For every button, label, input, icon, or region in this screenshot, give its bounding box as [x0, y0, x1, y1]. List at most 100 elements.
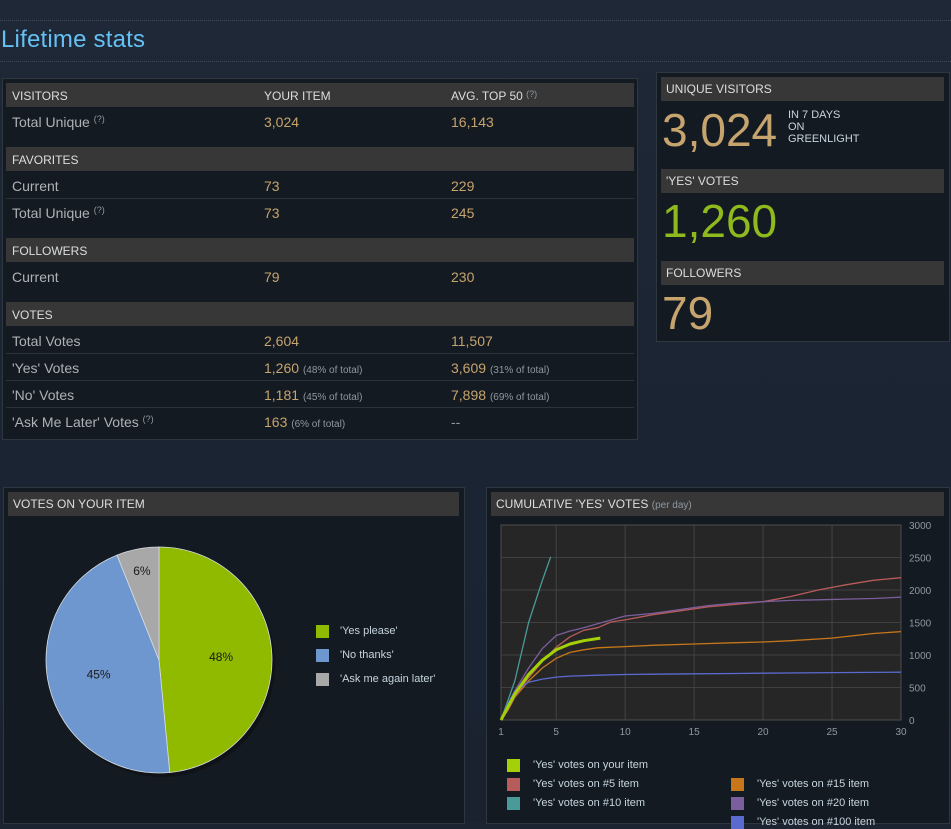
pie-panel-title: VOTES ON YOUR ITEM	[8, 492, 459, 516]
series-line-4	[500, 556, 552, 721]
x-tick-label: 20	[758, 727, 770, 738]
cumulative-yes-panel: CUMULATIVE 'YES' VOTES (per day) 0 500 100…	[486, 487, 950, 829]
series-line-2	[500, 577, 902, 721]
unique-visitors-period-line3: GREENLIGHT	[788, 133, 860, 145]
followers-summary-header: FOLLOWERS	[661, 261, 944, 285]
line-legend-swatch	[507, 778, 520, 791]
visitors-header: VISITORS YOUR ITEM AVG. TOP 50 (?)	[6, 83, 634, 107]
row-avg-value: 7,898	[451, 387, 487, 403]
row-item-value: 73	[264, 178, 280, 194]
stats-table-panel: VISITORS YOUR ITEM AVG. TOP 50 (?) Total…	[2, 78, 638, 440]
series-line-0	[499, 636, 601, 721]
top-divider	[0, 20, 951, 21]
row-avg-value: 230	[451, 269, 475, 285]
visitors-header-label: VISITORS	[12, 89, 68, 103]
followers-header: FOLLOWERS	[6, 238, 634, 262]
pie-slice-label-1: 45%	[87, 668, 111, 682]
pie-legend-swatch	[316, 649, 329, 662]
row-label: Total Unique	[12, 114, 90, 130]
row-avg-percent: (31% of total)	[489, 365, 550, 376]
yes-votes-header: 'YES' VOTES	[661, 169, 944, 193]
table-row: Current 73 229	[6, 172, 634, 199]
row-label: Total Unique	[12, 205, 90, 221]
y-tick-label: 500	[909, 684, 926, 695]
votes-header-label: VOTES	[12, 308, 53, 322]
series-line-1	[500, 630, 902, 721]
row-label: Current	[12, 178, 59, 194]
row-avg-value: 16,143	[451, 114, 494, 130]
row-avg-value: 11,507	[451, 333, 493, 349]
line-legend-swatch	[731, 816, 744, 829]
line-legend-label: 'Yes' votes on #100 item	[757, 816, 876, 828]
table-row: Current 79 230	[6, 263, 634, 289]
avg-top50-header: AVG. TOP 50 (?)	[451, 89, 538, 103]
x-tick-label: 10	[620, 727, 632, 738]
table-row: 'No' Votes 1,181 (45% of total) 7,898 (6…	[6, 381, 634, 408]
favorites-header-label: FAVORITES	[12, 153, 79, 167]
row-item-value: 163	[264, 414, 288, 430]
line-legend-label: 'Yes' votes on #10 item	[533, 797, 646, 809]
row-avg-value: 3,609	[451, 360, 487, 376]
followers-value: 79	[662, 287, 714, 339]
votes-header: VOTES	[6, 302, 634, 326]
x-tick-label: 30	[895, 727, 907, 738]
pie-legend-swatch	[316, 625, 329, 638]
line-panel-title-text: CUMULATIVE 'YES' VOTES	[496, 497, 649, 511]
line-legend-label: 'Yes' votes on #15 item	[757, 778, 870, 790]
help-icon[interactable]: (?)	[142, 414, 154, 424]
pie-legend-label: 'No thanks'	[340, 649, 394, 661]
y-tick-label: 2500	[909, 554, 932, 565]
row-label: Total Votes	[12, 333, 81, 349]
votes-pie-chart: 48% 45% 6%	[45, 546, 275, 777]
line-legend-swatch	[507, 797, 520, 810]
summary-panel: UNIQUE VISITORS 3,024 IN 7 DAYS ON GREEN…	[656, 72, 950, 342]
x-tick-label: 1	[498, 727, 504, 738]
table-row: Total Unique (?) 73 245	[6, 199, 634, 225]
unique-visitors-value: 3,024	[662, 104, 778, 156]
line-legend-label: 'Yes' votes on your item	[533, 759, 649, 771]
pie-slice-2	[116, 546, 160, 661]
favorites-header: FAVORITES	[6, 147, 634, 171]
table-row: Total Unique (?) 3,024 16,143	[6, 108, 634, 134]
pie-slice-label-0: 48%	[209, 650, 233, 664]
pie-legend-label: 'Ask me again later'	[340, 673, 436, 685]
yes-votes-value: 1,260	[662, 195, 778, 247]
row-item-value: 73	[264, 205, 280, 221]
x-tick-label: 25	[826, 727, 838, 738]
unique-visitors-header: UNIQUE VISITORS	[661, 77, 944, 101]
pie-slice-0	[158, 546, 273, 773]
row-item-percent: (6% of total)	[291, 419, 346, 430]
help-icon[interactable]: (?)	[526, 89, 538, 99]
row-item-value: 3,024	[264, 114, 300, 130]
pie-slice-1	[45, 554, 171, 774]
line-legend-label: 'Yes' votes on #5 item	[533, 778, 639, 790]
row-label: 'No' Votes	[12, 387, 75, 403]
pie-slice-label-2: 6%	[133, 564, 151, 578]
help-icon[interactable]: (?)	[93, 205, 105, 215]
votes-pie-panel: VOTES ON YOUR ITEM 48% 45% 6% 'Yes please'…	[3, 487, 465, 824]
row-avg-value: --	[451, 414, 461, 430]
y-tick-label: 2000	[909, 586, 932, 597]
page-title: Lifetime stats	[1, 26, 146, 53]
x-tick-label: 15	[689, 727, 701, 738]
row-label: Current	[12, 269, 59, 285]
row-avg-value: 229	[451, 178, 475, 194]
y-tick-label: 3000	[909, 521, 932, 532]
line-panel-title-suffix: (per day)	[651, 500, 692, 511]
row-item-value: 79	[264, 269, 280, 285]
pie-legend-swatch	[316, 673, 329, 686]
row-avg-percent: (69% of total)	[489, 392, 550, 403]
line-panel-title: CUMULATIVE 'YES' VOTES (per day)	[491, 492, 944, 516]
series-line-3	[500, 596, 902, 721]
line-legend-swatch	[731, 778, 744, 791]
row-item-value: 1,181	[264, 387, 300, 403]
followers-header-label: FOLLOWERS	[12, 244, 88, 258]
y-tick-label: 0	[909, 716, 915, 727]
your-item-header: YOUR ITEM	[264, 89, 331, 103]
line-legend-swatch	[507, 759, 520, 772]
row-item-percent: (48% of total)	[302, 365, 363, 376]
row-item-value: 1,260	[264, 360, 300, 376]
unique-visitors-period-line2: ON	[788, 121, 805, 133]
help-icon[interactable]: (?)	[93, 114, 105, 124]
